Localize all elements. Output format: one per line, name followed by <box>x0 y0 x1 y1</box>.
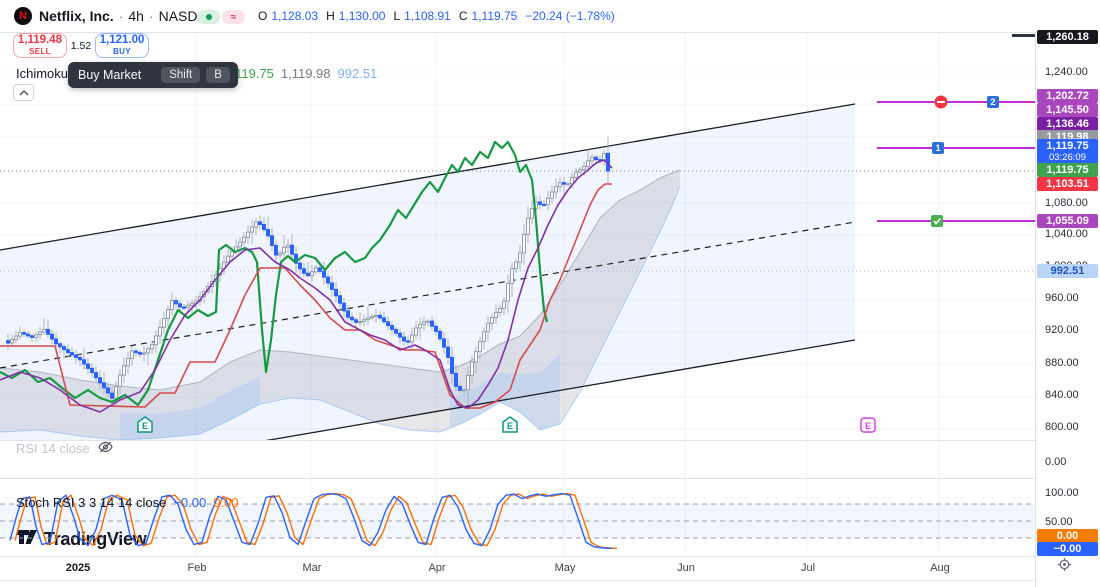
buy-button[interactable]: 1,121.00 BUY <box>95 33 149 58</box>
main-chart[interactable]: 2 1 E E E <box>0 32 1035 556</box>
price-level-line[interactable]: 2 <box>877 95 1035 109</box>
pane-separator-stoch[interactable] <box>0 478 1100 479</box>
price-axis-tick: 840.00 <box>1045 389 1079 401</box>
close-label: C <box>458 9 468 23</box>
price-level-line[interactable]: 1 <box>877 142 1035 154</box>
time-axis-separator <box>0 556 1100 557</box>
stoch-rsi-legend[interactable]: Stoch RSI 3 3 14 14 close <box>16 495 167 510</box>
tooltip-label: Buy Market <box>78 68 142 82</box>
watermark-text: TradingView <box>44 529 147 549</box>
price-badge: 1,055.09 <box>1037 214 1098 228</box>
price-badge: 1,145.50 <box>1037 103 1098 117</box>
open-label: O <box>258 9 268 23</box>
delayed-data-icon[interactable]: ≈ <box>222 10 245 24</box>
time-axis-label: Jul <box>800 562 816 574</box>
close-value: 1,119.75 <box>471 9 518 23</box>
time-axis-label: May <box>554 562 576 574</box>
price-axis-tick: 1,040.00 <box>1045 228 1088 240</box>
price-axis-border[interactable] <box>1035 32 1036 587</box>
time-axis-label: 2025 <box>65 562 91 574</box>
price-badge: 0.00 <box>1037 529 1098 543</box>
level-number-badge <box>932 142 944 154</box>
price-level-line[interactable] <box>877 215 1035 227</box>
trade-panel: 1,119.48 SELL 1.52 1,121.00 BUY <box>13 33 149 58</box>
market-status-icon[interactable] <box>197 10 220 24</box>
tradingview-watermark[interactable]: TradingView <box>16 526 147 553</box>
price-badge: 1,119.75 <box>1037 163 1098 177</box>
price-badge: 1,119.75 03:26:09 <box>1037 139 1098 166</box>
sell-label: SELL <box>28 46 52 56</box>
ichimoku-legend[interactable]: Ichimoku 9 <box>16 66 79 81</box>
separator-dot: · <box>118 8 124 24</box>
chart-header: N Netflix, Inc. · 4h · NASDAQ ≈ O 1,128.0… <box>0 0 1100 32</box>
axis-settings-gear-icon[interactable] <box>1057 557 1072 572</box>
b-key-chip: B <box>206 67 230 83</box>
low-label: L <box>393 9 401 23</box>
earnings-icon[interactable]: E <box>502 416 518 433</box>
svg-text:E: E <box>142 421 148 431</box>
stoch-d-value: 0.00 <box>213 495 239 510</box>
price-axis-tick: 1,240.00 <box>1045 66 1088 78</box>
buy-price: 1,121.00 <box>99 34 145 47</box>
svg-text:1: 1 <box>935 143 940 153</box>
price-axis-tick: 100.00 <box>1045 487 1079 499</box>
netflix-logo-icon: N <box>14 7 32 25</box>
price-badge: 1,260.18 <box>1037 30 1098 44</box>
high-label: H <box>326 9 335 23</box>
rsi-legend[interactable]: RSI 14 close <box>16 441 90 456</box>
check-icon <box>931 215 943 227</box>
level-number-badge <box>987 96 999 108</box>
eye-off-icon[interactable] <box>98 441 113 456</box>
stoch-k-value: −0.00 <box>173 495 207 510</box>
price-axis-tick: 800.00 <box>1045 421 1079 433</box>
ichimoku-value: 1,119.98 <box>280 66 331 81</box>
time-axis[interactable]: 2025 Feb Mar Apr May Jun Jul Aug <box>0 556 1035 587</box>
earnings-icon[interactable]: E <box>137 416 153 433</box>
price-axis-tick: 920.00 <box>1045 324 1079 336</box>
price-badge: 1,103.51 <box>1037 177 1098 191</box>
time-axis-label: Apr <box>428 562 446 574</box>
price-badge: −0.00 <box>1037 542 1098 556</box>
time-axis-label: Mar <box>302 562 322 574</box>
price-axis-tick: 960.00 <box>1045 292 1079 304</box>
spread-value: 1.52 <box>70 40 92 52</box>
earnings-icon[interactable]: E <box>860 417 876 433</box>
ichimoku-value: 992.51 <box>337 66 378 81</box>
buy-market-tooltip: Buy Market Shift B <box>68 62 238 88</box>
ohlc-row: O 1,128.03 H 1,130.00 L 1,108.91 C 1,119.75 … <box>258 0 615 32</box>
time-axis-label: Jun <box>677 562 695 574</box>
price-axis-tick: 1,080.00 <box>1045 197 1088 209</box>
separator-dot: · <box>148 8 154 24</box>
sell-button[interactable]: 1,119.48 SELL <box>13 33 67 58</box>
svg-text:E: E <box>865 421 871 431</box>
tradingview-logo-icon <box>16 526 38 553</box>
time-axis-label: Feb <box>187 562 207 574</box>
header-separator <box>0 32 1100 33</box>
chevron-up-icon <box>18 89 29 96</box>
price-badge: 992.51 <box>1037 264 1098 278</box>
interval-button[interactable]: 4h <box>128 8 144 24</box>
svg-text:2: 2 <box>990 97 995 107</box>
sell-price: 1,119.48 <box>17 34 63 47</box>
price-axis[interactable]: 1,240.001,080.001,040.001,000.00960.0092… <box>1036 0 1100 587</box>
price-badge: 1,202.72 <box>1037 89 1098 103</box>
bottom-separator <box>0 580 1100 581</box>
svg-text:E: E <box>507 421 513 431</box>
pane-separator-rsi[interactable] <box>0 440 1100 441</box>
open-value: 1,128.03 <box>271 9 319 23</box>
high-value: 1,130.00 <box>338 9 386 23</box>
price-axis-tick: 880.00 <box>1045 357 1079 369</box>
symbol-button[interactable]: Netflix, Inc. <box>39 8 114 24</box>
price-axis-tick: 50.00 <box>1045 516 1073 528</box>
collapse-legend-button[interactable] <box>13 84 34 101</box>
shift-key-chip: Shift <box>161 67 201 83</box>
price-axis-tick: 0.00 <box>1045 456 1067 468</box>
low-value: 1,108.91 <box>404 9 451 23</box>
change-value: −20.24 (−1.78%) <box>525 9 615 23</box>
time-axis-label: Aug <box>930 562 950 574</box>
price-badge: 1,136.46 <box>1037 117 1098 131</box>
buy-label: BUY <box>112 46 132 56</box>
